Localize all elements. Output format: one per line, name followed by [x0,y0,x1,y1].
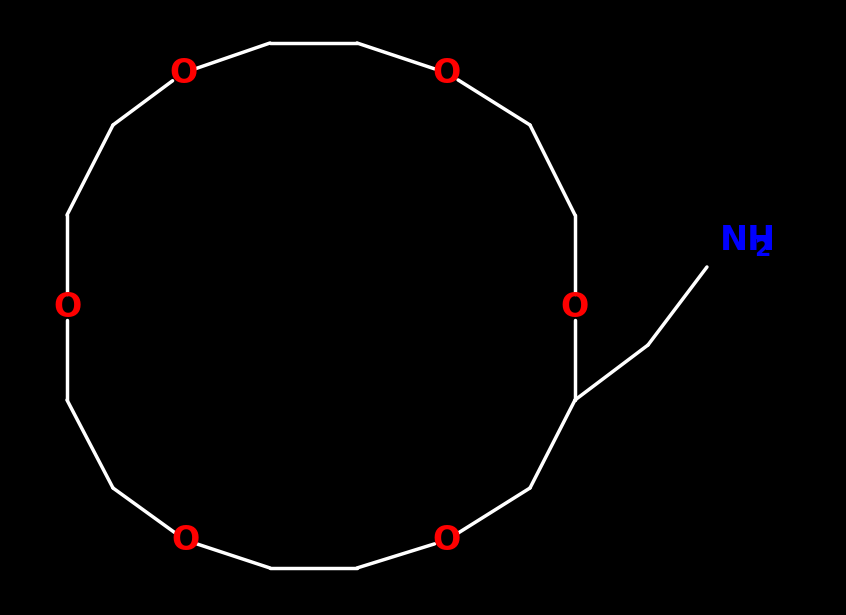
Text: O: O [433,523,461,557]
Text: 2: 2 [754,237,771,261]
Text: NH: NH [720,223,776,256]
Text: O: O [433,57,461,90]
Text: O: O [53,290,81,323]
Text: O: O [169,57,197,90]
Text: O: O [171,523,199,557]
Text: O: O [561,290,589,323]
